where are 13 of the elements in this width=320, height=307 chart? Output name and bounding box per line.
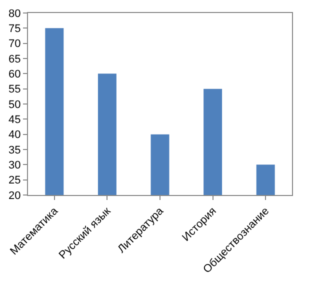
y-tick-label: 55 xyxy=(8,84,21,96)
y-tick-label: 30 xyxy=(8,160,21,172)
y-tick-label: 75 xyxy=(8,23,21,36)
y-tick-label: 25 xyxy=(8,174,21,187)
y-tick-label: 50 xyxy=(8,98,21,111)
y-tick-label: 20 xyxy=(8,190,21,202)
y-tick-label: 70 xyxy=(8,38,21,50)
y-tick-label: 45 xyxy=(8,114,21,126)
y-tick-label: 60 xyxy=(8,68,21,81)
y-tick-label: 40 xyxy=(8,129,21,142)
y-tick-label: 80 xyxy=(8,8,21,20)
y-tick-label: 35 xyxy=(8,144,21,156)
y-tick-label: 65 xyxy=(8,53,21,66)
